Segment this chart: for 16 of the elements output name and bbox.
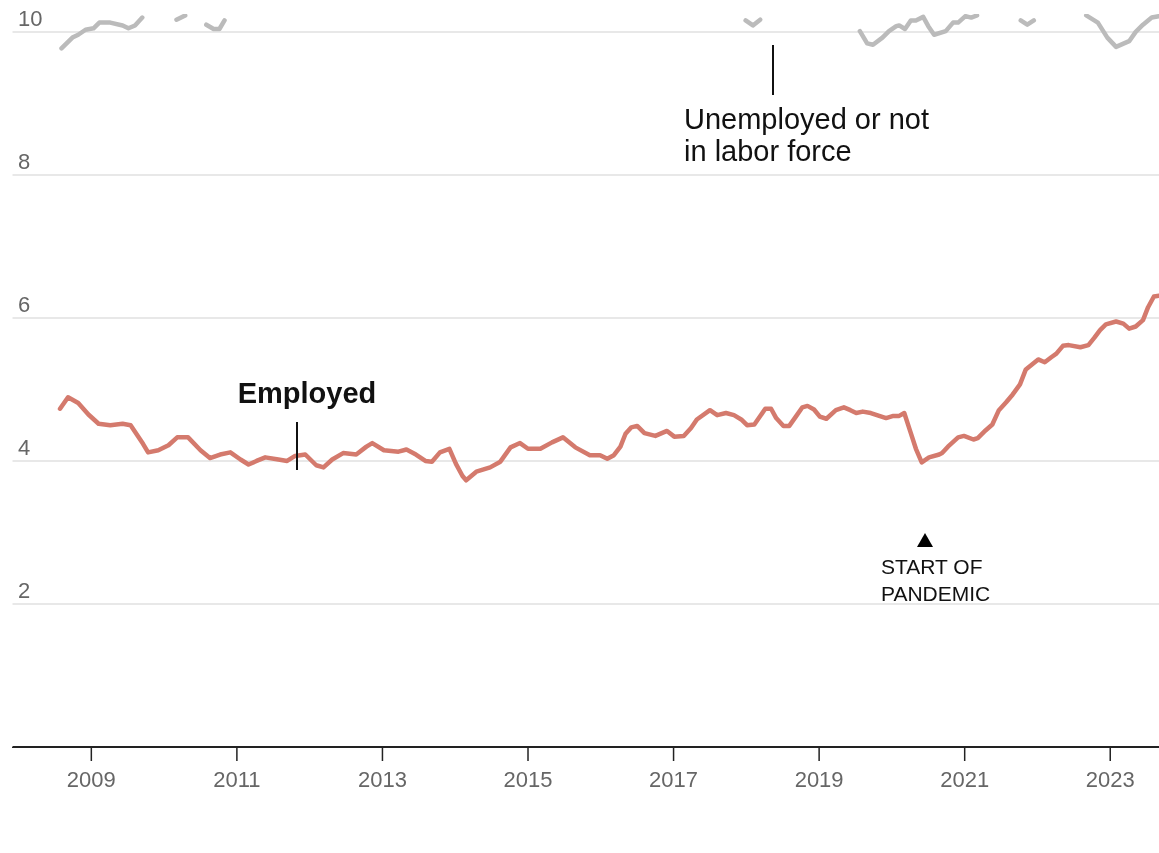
y-tick-label: 6 [18, 291, 31, 317]
x-tick-label: 2019 [794, 766, 844, 792]
x-tick-label: 2011 [213, 766, 261, 792]
series-label: Employed [236, 377, 378, 410]
text: Unemployed or not in labor force [684, 103, 931, 168]
annotation: START OF PANDEMIC [881, 554, 992, 608]
x-tick-label: 2017 [649, 766, 699, 792]
x-tick-label: 2021 [940, 766, 990, 792]
x-tick-label: 2013 [357, 766, 407, 792]
x-tick-label: 2015 [503, 766, 553, 792]
x-tick-label: 2009 [66, 766, 116, 792]
y-tick-label: 8 [18, 148, 31, 174]
x-tick-label: 2023 [1085, 766, 1135, 792]
y-tick-label: 10 [18, 5, 43, 31]
y-tick-label: 2 [18, 577, 31, 603]
y-tick-label: 4 [18, 434, 31, 460]
